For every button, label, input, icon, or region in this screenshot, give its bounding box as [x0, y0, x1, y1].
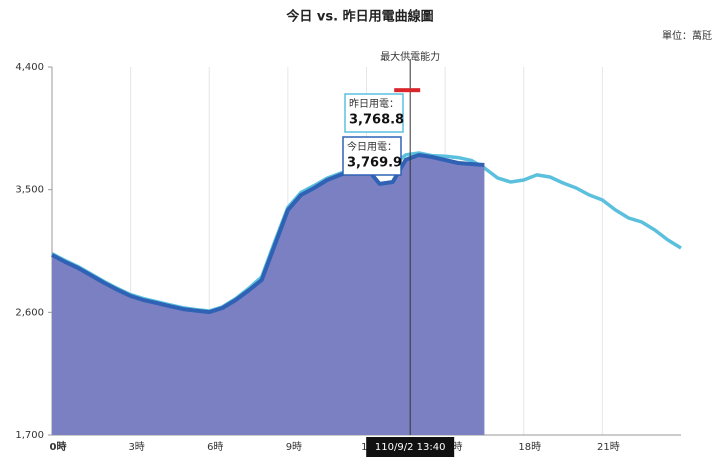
x-tick-label: 6時: [207, 441, 223, 453]
area: [52, 155, 485, 435]
y-tick-label: 3,500: [15, 185, 44, 196]
unit-label: 單位：萬瓩: [662, 29, 712, 42]
y-tick-label: 1,700: [15, 430, 44, 441]
x-tick-label: 18時: [518, 441, 541, 453]
x-tick-label: 9時: [286, 441, 302, 453]
chart-title: 今日 vs. 昨日用電曲線圖: [285, 9, 433, 25]
y-tick-label: 4,400: [15, 62, 44, 73]
tooltip-label: 昨日用電：: [349, 98, 399, 110]
tooltip-box: [342, 136, 402, 176]
tooltip-value: 3,769.9: [347, 156, 402, 171]
x-tick-label: 21時: [597, 441, 620, 453]
max-supply-marker: [394, 88, 421, 93]
tooltip-value: 3,768.8: [349, 113, 404, 128]
max-supply-label: 最大供電能力: [380, 50, 440, 63]
tooltip-box: [344, 93, 404, 133]
line: [51, 153, 485, 315]
x-tick-label: 3時: [128, 441, 144, 453]
x-tick-label: 0時: [50, 440, 67, 453]
tooltip-label: 今日用電：: [347, 140, 397, 153]
time-badge: [366, 437, 455, 457]
time-label: 110/9/2 13:40: [375, 442, 446, 453]
y-tick-label: 2,600: [15, 307, 44, 318]
